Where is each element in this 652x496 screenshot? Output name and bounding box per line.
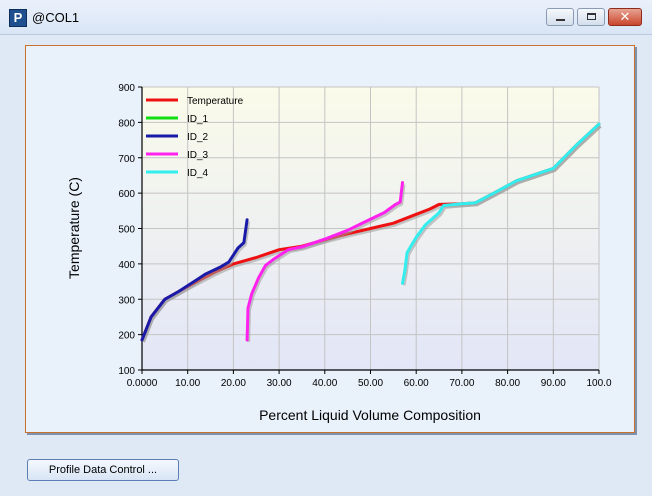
x-tick-label: 90.00 [541,378,566,389]
series-line-id-2 [140,218,249,342]
series-shadow-id-2 [142,221,251,343]
y-tick-label: 400 [118,260,135,271]
chart-panel: 0.0000 10.00 20.00 30.00 40.00 50.00 60.00 70.0… [25,45,635,433]
x-tick-label: 0.0000 [127,378,158,389]
y-axis-label: Temperature (C) [66,177,82,279]
y-tick-label: 900 [118,83,135,94]
x-tick-label: 60.00 [404,378,429,389]
x-tick-label: 70.00 [449,378,474,389]
x-tick-label: 30.00 [267,378,292,389]
title-bar: P @COL1 ✕ [0,0,652,35]
maximize-button[interactable] [577,8,605,26]
x-tick-label: 100.0 [586,378,611,389]
y-tick-label: 800 [118,118,135,129]
x-tick-label: 50.00 [358,378,383,389]
x-tick-label: 20.00 [221,378,246,389]
y-tick-label: 200 [118,331,135,342]
legend-label-id-1: ID_1 [187,114,209,125]
series-line-id-3 [245,181,404,342]
x-tick-label: 10.00 [175,378,200,389]
y-tick-label: 700 [118,154,135,165]
legend-label-id-2: ID_2 [187,132,209,143]
profile-data-control-button[interactable]: Profile Data Control ... [27,459,179,481]
y-tick-label: 500 [118,225,135,236]
app-icon: P [9,9,27,27]
x-axis-label: Percent Liquid Volume Composition [259,407,481,423]
window-title: @COL1 [32,10,80,25]
x-tick-label: 80.00 [495,378,520,389]
temperature-profile-chart: 0.0000 10.00 20.00 30.00 40.00 50.00 60.00 70.0… [66,83,612,423]
legend-label-id-4: ID_4 [187,168,209,179]
close-icon: ✕ [619,9,631,24]
legend-label-temperature: Temperature [187,96,244,107]
series-shadow-id-4 [402,125,602,286]
series-line-id-4 [401,122,601,285]
minimize-icon [556,19,565,21]
maximize-icon [587,13,596,20]
x-tick-label: 40.00 [312,378,337,389]
y-tick-label: 600 [118,189,135,200]
series-shadow-id-3 [247,184,406,342]
close-button[interactable]: ✕ [608,8,642,26]
y-tick-label: 300 [118,295,135,306]
y-tick-label: 100 [118,366,135,377]
minimize-button[interactable] [546,8,574,26]
legend-label-id-3: ID_3 [187,150,209,161]
